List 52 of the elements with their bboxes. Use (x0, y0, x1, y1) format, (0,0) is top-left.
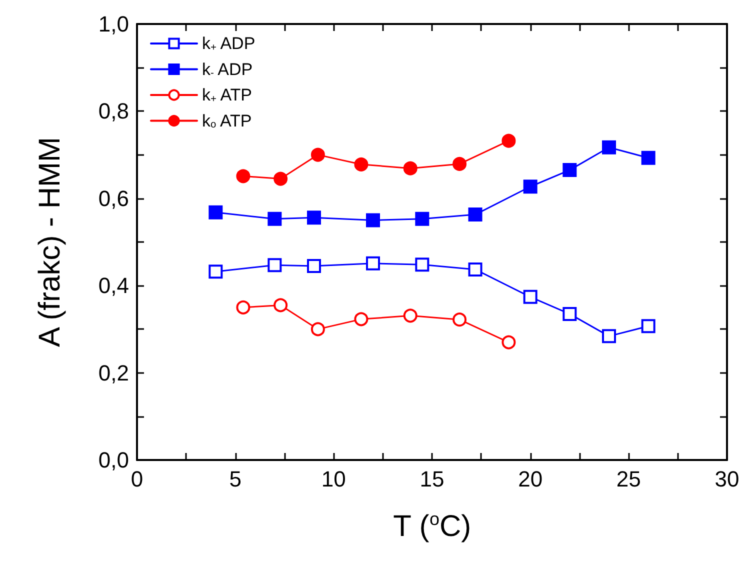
point (310, 148, 325, 162)
point (468, 208, 482, 222)
legend-label: ko ATP (202, 111, 252, 130)
x-tick-label: 30 (714, 466, 740, 492)
y-tick-label: 0,4 (98, 273, 129, 298)
point (208, 264, 223, 279)
point (366, 213, 380, 228)
point (208, 205, 223, 220)
point (268, 212, 282, 226)
legend-label: k- ADP (202, 60, 253, 79)
y-tick-label: 0,0 (98, 448, 129, 472)
point (602, 329, 616, 344)
point (403, 308, 418, 323)
x-tick-label: 15 (420, 466, 444, 492)
point (307, 258, 321, 273)
y-tick-label: 0,6 (98, 186, 129, 211)
x-tick-label: 25 (616, 466, 641, 492)
x-tick-label: 10 (321, 466, 346, 492)
point (274, 298, 288, 312)
point (602, 140, 616, 154)
legend-label: k+ ATP (202, 86, 252, 105)
point (502, 134, 516, 148)
legend-label: k+ ADP (202, 34, 256, 54)
y-axis-title: A (frakc) - HMM (34, 137, 66, 347)
point (307, 210, 321, 225)
point (415, 258, 430, 272)
point (523, 290, 538, 304)
point (236, 300, 250, 314)
x-tick-label: 5 (229, 466, 242, 492)
point (310, 322, 325, 336)
point (354, 312, 368, 326)
point (468, 262, 482, 276)
point (415, 212, 430, 226)
y-tick-label: 0,8 (98, 98, 129, 124)
point (236, 169, 250, 184)
point (523, 180, 538, 194)
point (562, 163, 577, 178)
point (641, 319, 656, 334)
point (562, 306, 577, 321)
y-tick-label: 0,2 (98, 360, 129, 386)
point (268, 258, 282, 272)
point (452, 156, 467, 171)
point (274, 172, 288, 186)
point (366, 256, 380, 270)
point (354, 157, 368, 172)
y-tick-label: 1,0 (98, 12, 129, 36)
point (452, 312, 467, 327)
x-tick-label: 20 (518, 466, 543, 492)
point (641, 150, 656, 165)
x-tick-label: 0 (130, 466, 144, 492)
point (502, 335, 516, 350)
point (403, 161, 418, 176)
